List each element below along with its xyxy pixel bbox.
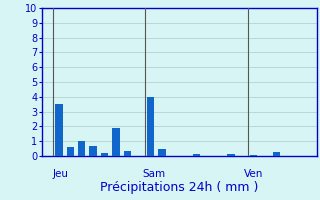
Bar — [112, 128, 120, 156]
Bar — [124, 151, 131, 156]
Bar — [147, 97, 154, 156]
Bar — [101, 153, 108, 156]
Bar — [67, 147, 74, 156]
Text: Précipitations 24h ( mm ): Précipitations 24h ( mm ) — [100, 181, 258, 194]
Bar — [158, 149, 166, 156]
Bar — [273, 152, 280, 156]
Bar — [193, 154, 200, 156]
Bar — [90, 146, 97, 156]
Text: Jeu: Jeu — [53, 169, 69, 179]
Bar — [227, 154, 235, 156]
Text: Ven: Ven — [244, 169, 263, 179]
Bar — [78, 141, 85, 156]
Bar — [250, 155, 258, 156]
Text: Sam: Sam — [143, 169, 166, 179]
Bar — [55, 104, 62, 156]
